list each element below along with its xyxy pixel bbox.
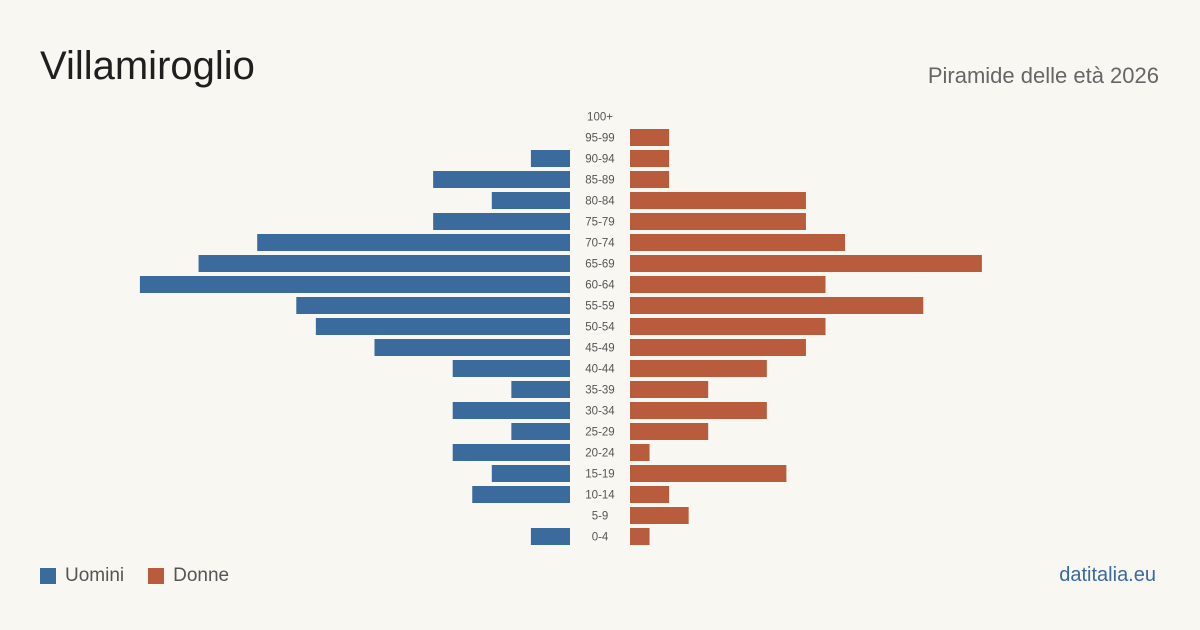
bar-women <box>630 255 982 272</box>
bar-women <box>630 318 826 335</box>
bar-men <box>374 339 570 356</box>
bar-women <box>630 297 924 314</box>
bar-women <box>630 507 689 524</box>
legend-label-men: Uomini <box>65 565 125 586</box>
bar-men <box>530 528 570 545</box>
bar-men <box>530 150 570 167</box>
bar-women <box>630 129 670 146</box>
bar-women <box>630 423 709 440</box>
age-label: 10-14 <box>585 490 615 502</box>
bar-men <box>296 297 570 314</box>
age-label: 40-44 <box>585 364 615 376</box>
legend-swatch-women <box>148 568 165 584</box>
bar-women <box>630 276 826 293</box>
legend-item-women: Donne <box>148 565 229 587</box>
bar-women <box>630 528 650 545</box>
chart-subtitle: Piramide delle età 2026 <box>927 63 1159 88</box>
bar-women <box>630 213 806 230</box>
chart-title: Villamiroglio <box>40 44 255 88</box>
legend-swatch-men <box>40 568 56 584</box>
age-label: 70-74 <box>585 238 615 250</box>
age-label: 45-49 <box>585 343 614 355</box>
bar-men <box>433 213 570 230</box>
bar-women <box>630 402 767 419</box>
bar-women <box>630 360 767 377</box>
age-label: 35-39 <box>585 385 614 397</box>
age-label: 50-54 <box>585 322 615 334</box>
age-label: 20-24 <box>585 448 615 460</box>
bar-women <box>630 234 846 251</box>
age-label: 95-99 <box>585 133 614 145</box>
bar-women <box>630 150 670 167</box>
bar-men <box>452 402 570 419</box>
age-label: 80-84 <box>585 196 615 208</box>
age-label: 55-59 <box>585 301 614 313</box>
bar-women <box>630 192 806 209</box>
age-label: 75-79 <box>585 217 614 229</box>
bar-men <box>491 465 570 482</box>
age-label: 85-89 <box>585 175 614 187</box>
bar-men <box>452 360 570 377</box>
age-label: 60-64 <box>585 280 615 292</box>
bar-men <box>433 171 570 188</box>
legend-label-women: Donne <box>173 565 230 586</box>
bar-women <box>630 381 709 398</box>
bar-women <box>630 171 670 188</box>
bar-women <box>630 486 670 503</box>
age-label: 5-9 <box>592 511 609 523</box>
age-label: 25-29 <box>585 427 614 439</box>
bar-men <box>511 381 570 398</box>
bar-women <box>630 339 806 356</box>
bar-men <box>198 255 571 272</box>
bar-men <box>257 234 570 251</box>
age-label: 0-4 <box>592 532 609 544</box>
age-label: 90-94 <box>585 154 615 166</box>
bar-men <box>472 486 570 503</box>
bar-men <box>491 192 570 209</box>
bar-women <box>630 444 650 461</box>
bar-men <box>315 318 570 335</box>
bar-men <box>511 423 570 440</box>
source-link[interactable]: datitalia.eu <box>1059 564 1156 586</box>
legend: Uomini Donne <box>40 565 253 587</box>
bar-men <box>452 444 570 461</box>
age-label: 65-69 <box>585 259 614 271</box>
bar-women <box>630 465 787 482</box>
age-label: 30-34 <box>585 406 615 418</box>
bar-men <box>139 276 570 293</box>
age-label: 100+ <box>587 112 613 124</box>
legend-item-men: Uomini <box>40 565 124 587</box>
age-label: 15-19 <box>585 469 614 481</box>
